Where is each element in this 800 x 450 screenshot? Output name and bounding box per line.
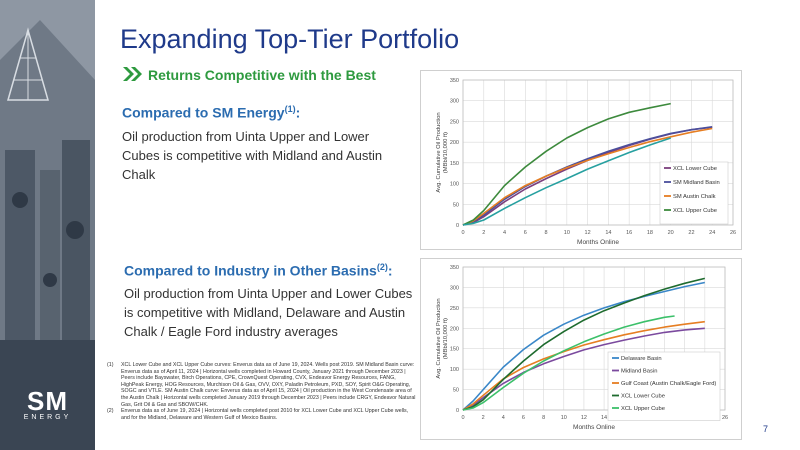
y-tick-label: 100 <box>450 182 459 188</box>
series-line-5 <box>462 137 671 226</box>
y-tick-label: 150 <box>450 161 459 167</box>
slide-title: Expanding Top-Tier Portfolio <box>120 24 460 54</box>
x-tick-label: 10 <box>561 415 567 421</box>
legend-label: Delaware Basin <box>621 356 662 362</box>
section2-body: Oil production from Uinta Upper and Lowe… <box>124 286 413 339</box>
series-line-5 <box>462 315 675 411</box>
series-line-2 <box>462 126 713 226</box>
y-tick-label: 300 <box>450 285 459 291</box>
legend-label: XCL Lower Cube <box>673 166 717 172</box>
logo-sub-text: ENERGY <box>23 414 72 421</box>
legend-label: SM Midland Basin <box>673 180 720 186</box>
x-tick-label: 26 <box>722 415 728 421</box>
x-tick-label: 4 <box>502 415 505 421</box>
x-tick-label: 22 <box>688 230 694 236</box>
footnote: (2) Enverus data as of June 19, 2024 | Ho… <box>107 408 409 421</box>
y-tick-label: 50 <box>453 202 459 208</box>
chart-sm-comparison: 0 50 100 150 200 250 300 350 0 2 4 6 8 10 12 14 16 18 20 22… <box>420 70 742 255</box>
section1-footnote-ref: (1) <box>284 104 296 114</box>
y-tick-label: 350 <box>450 265 459 271</box>
plot-area <box>462 266 726 411</box>
legend-box <box>607 351 721 421</box>
series-line-4 <box>462 277 705 411</box>
x-tick-label: 12 <box>581 415 587 421</box>
y-tick-label: 100 <box>450 367 459 373</box>
chart-industry-comparison-svg: 0501001502002503003500246810121416182022… <box>420 258 742 440</box>
section2-footnote-ref: (2) <box>376 262 388 272</box>
x-tick-label: 8 <box>542 415 545 421</box>
y-tick-label: 0 <box>456 223 459 229</box>
section1-heading: Compared to SM Energy(1): <box>122 104 301 121</box>
legend-label: Midland Basin <box>621 369 657 375</box>
page-number: 7 <box>763 424 769 434</box>
y-tick-label: 350 <box>450 78 459 84</box>
series-line-3 <box>462 320 705 411</box>
legend-label: XCL Upper Cube <box>621 406 665 412</box>
logo-main-text: SM <box>27 386 68 416</box>
y-axis-label: Avg. Cumulative Oil Production(MBbl/10,0… <box>436 112 449 192</box>
x-tick-label: 6 <box>522 415 525 421</box>
x-tick-label: 2 <box>482 415 485 421</box>
x-tick-label: 16 <box>626 230 632 236</box>
chart-industry-comparison: 0501001502002503003500246810121416182022… <box>420 258 742 445</box>
company-logo: SM ENERGY <box>10 388 85 421</box>
photo-sidebar: SM ENERGY <box>0 0 95 450</box>
x-tick-label: 26 <box>730 230 736 236</box>
footnote: (1) XCL Lower Cube and XCL Upper Cube cur… <box>107 362 416 408</box>
x-tick-label: 20 <box>668 230 674 236</box>
x-axis-label: Months Online <box>573 424 615 431</box>
series-line-4 <box>462 102 671 226</box>
y-axis-label-line1: Avg. Cumulative Oil Production <box>436 112 442 192</box>
x-axis-label: Months Online <box>577 239 619 246</box>
series-line-1 <box>462 281 705 411</box>
legend-label: Gulf Coast (Austin Chalk/Eagle Ford) <box>621 381 716 387</box>
y-axis-label: Avg. Cumulative Oil Production(MBbl/10,0… <box>436 298 449 378</box>
y-axis-label-line2: (MBbl/10,000 ft) <box>443 132 449 173</box>
y-tick-label: 50 <box>453 388 459 394</box>
legend-label: XCL Lower Cube <box>621 394 665 400</box>
slide-subtitle: Returns Competitive with the Best <box>148 67 376 83</box>
x-tick-label: 12 <box>585 230 591 236</box>
section2-heading: Compared to Industry in Other Basins(2): <box>124 262 393 279</box>
x-tick-label: 8 <box>545 230 548 236</box>
x-tick-label: 18 <box>647 230 653 236</box>
x-tick-label: 6 <box>524 230 527 236</box>
legend-label: SM Austin Chalk <box>673 194 716 200</box>
y-axis-label-line2: (MBbl/10,000 ft) <box>443 318 449 359</box>
footnotes: (1) XCL Lower Cube and XCL Upper Cube cur… <box>107 362 417 421</box>
legend-label: XCL Upper Cube <box>673 208 717 214</box>
x-tick-label: 10 <box>564 230 570 236</box>
x-tick-label: 24 <box>709 230 715 236</box>
section1-body: Oil production from Uinta Upper and Lowe… <box>122 129 383 182</box>
series-line-3 <box>462 127 713 226</box>
x-tick-label: 0 <box>461 415 464 421</box>
x-tick-label: 14 <box>601 415 607 421</box>
y-axis-label-line1: Avg. Cumulative Oil Production <box>436 298 442 378</box>
x-tick-label: 14 <box>605 230 611 236</box>
legend-box <box>659 161 729 225</box>
double-chevron-icon <box>123 67 142 81</box>
y-tick-label: 300 <box>450 99 459 105</box>
x-tick-label: 0 <box>461 230 464 236</box>
y-tick-label: 200 <box>450 326 459 332</box>
y-tick-label: 0 <box>456 408 459 414</box>
oilfield-photo-graphic <box>0 0 95 450</box>
x-tick-label: 4 <box>503 230 506 236</box>
y-tick-label: 250 <box>450 306 459 312</box>
y-tick-label: 250 <box>450 119 459 125</box>
y-tick-label: 200 <box>450 140 459 146</box>
plot-area <box>462 79 734 226</box>
x-tick-label: 2 <box>482 230 485 236</box>
y-tick-label: 150 <box>450 347 459 353</box>
